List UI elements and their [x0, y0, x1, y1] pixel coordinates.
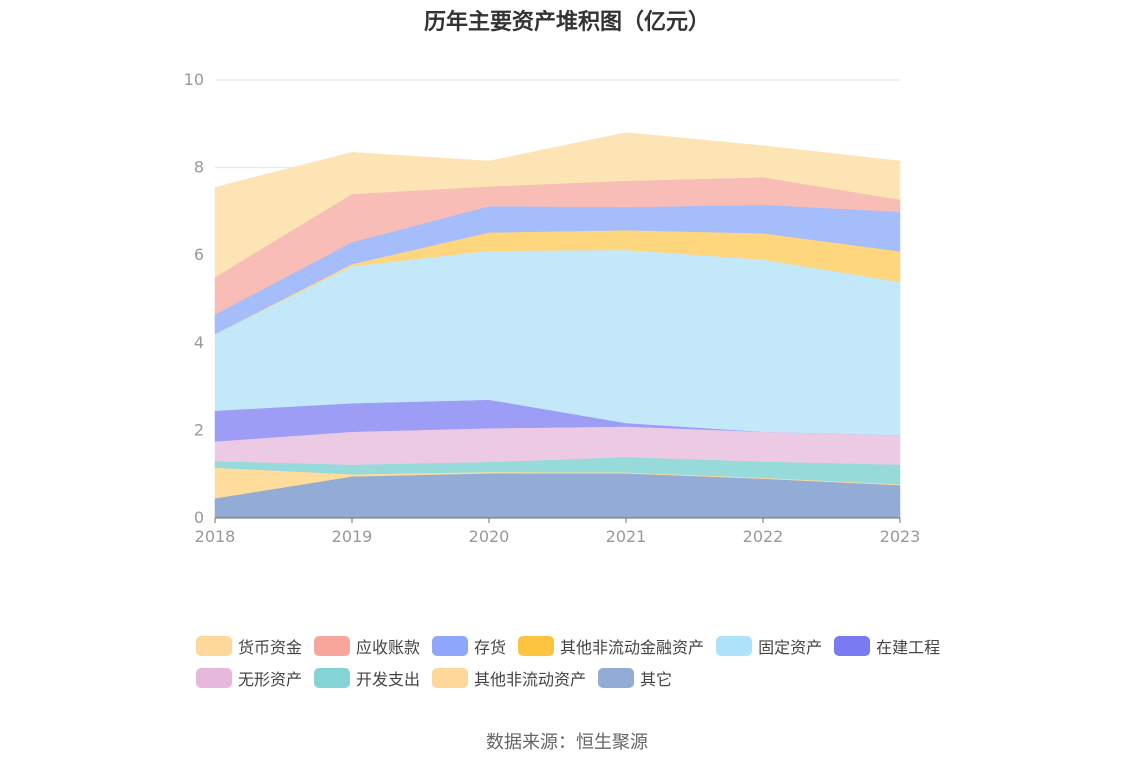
y-tick-label: 2	[194, 420, 204, 439]
legend-swatch	[432, 636, 469, 656]
x-tick-label: 2020	[469, 527, 510, 546]
legend-label: 应收账款	[356, 638, 421, 657]
legend-row: 无形资产 开发支出 其他非流动资产 其它	[196, 662, 956, 694]
legend-label: 开发支出	[356, 670, 421, 689]
legend-swatch	[834, 636, 871, 656]
legend-label: 固定资产	[758, 638, 823, 657]
legend-label: 在建工程	[876, 638, 941, 657]
legend-swatch	[598, 668, 635, 688]
legend-label: 其它	[640, 670, 673, 689]
legend-label: 其他非流动金融资产	[560, 638, 705, 657]
legend-swatch	[432, 668, 469, 688]
legend-item[interactable]: 固定资产	[716, 634, 822, 658]
legend-swatch	[196, 668, 232, 688]
y-tick-label: 4	[194, 333, 204, 352]
legend-item[interactable]: 存货	[432, 634, 506, 658]
legend-label: 存货	[474, 638, 507, 657]
legend: 货币资金 应收账款 存货 其他非流动金融资产 固定资产 在建工程 无形资产 开发支出 其他非流…	[196, 630, 956, 694]
legend-item[interactable]: 其他非流动资产	[432, 666, 586, 690]
legend-item[interactable]: 其它	[598, 666, 672, 690]
chart-plot: 0 2 4 6 8 10 2018 2019 2020 2021 2022 2023	[184, 70, 921, 546]
x-tick-label: 2018	[195, 527, 236, 546]
chart-title: 历年主要资产堆积图（亿元）	[423, 10, 710, 35]
legend-label: 货币资金	[238, 638, 303, 657]
area-series-9[interactable]	[214, 132, 901, 278]
axis-layer: 0 2 4 6 8 10 2018 2019 2020 2021 2022 2023	[184, 70, 921, 546]
x-tick-label: 2019	[332, 527, 373, 546]
area-layer	[214, 132, 901, 519]
legend-label: 无形资产	[238, 670, 303, 689]
x-tick-label: 2021	[606, 527, 647, 546]
legend-item[interactable]: 货币资金	[196, 634, 302, 658]
legend-item[interactable]: 其他非流动金融资产	[518, 634, 704, 658]
legend-swatch	[716, 636, 753, 656]
legend-item[interactable]: 无形资产	[196, 666, 302, 690]
legend-item[interactable]: 开发支出	[314, 666, 420, 690]
legend-item[interactable]: 在建工程	[834, 634, 940, 658]
source-note: 数据来源：恒生聚源	[486, 732, 648, 753]
y-tick-label: 10	[184, 70, 204, 89]
x-tick-label: 2023	[880, 527, 921, 546]
legend-swatch	[518, 636, 555, 656]
y-tick-label: 8	[194, 158, 204, 177]
x-tick-label: 2022	[743, 527, 784, 546]
legend-swatch	[196, 636, 232, 656]
legend-row: 货币资金 应收账款 存货 其他非流动金融资产 固定资产 在建工程	[196, 630, 956, 662]
legend-swatch	[314, 636, 351, 656]
legend-label: 其他非流动资产	[474, 670, 587, 689]
legend-item[interactable]: 应收账款	[314, 634, 420, 658]
y-tick-label: 6	[194, 245, 204, 264]
legend-swatch	[314, 668, 351, 688]
y-tick-label: 0	[194, 508, 204, 527]
